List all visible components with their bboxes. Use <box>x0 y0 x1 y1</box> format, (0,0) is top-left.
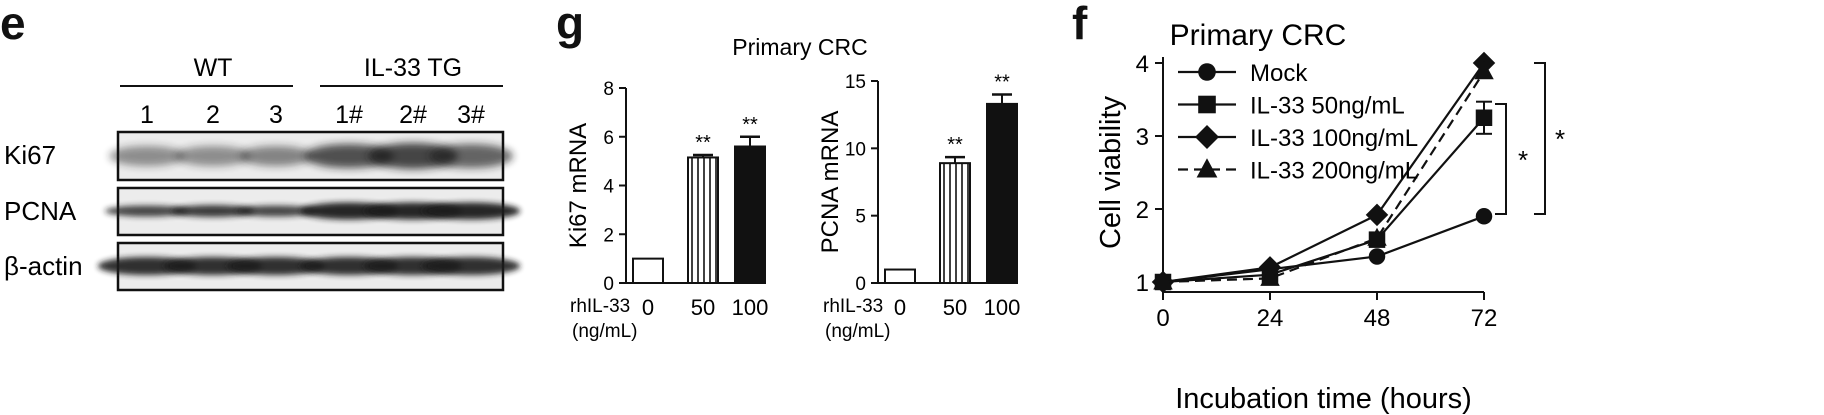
data-point <box>1367 227 1387 246</box>
significance-mark: * <box>1555 124 1565 154</box>
series-line <box>1162 215 1485 284</box>
band-ki67 <box>429 144 513 168</box>
y-tick-label: 8 <box>603 79 614 100</box>
x-tick-label: 24 <box>1257 305 1284 332</box>
unit-label-left: (ng/mL) <box>572 321 637 342</box>
panel-letter-e: e <box>0 0 26 49</box>
x-tick-label: 0 <box>894 295 906 320</box>
y-tick-label: 2 <box>603 225 614 246</box>
bar <box>734 145 766 284</box>
lane-label: 3# <box>457 101 485 129</box>
y-tick-label: 3 <box>1136 124 1149 151</box>
y-tick-label: 5 <box>855 207 866 228</box>
x-tick-label: 50 <box>943 295 967 320</box>
lane-label: 2# <box>399 101 427 129</box>
data-point <box>1196 158 1218 178</box>
band-ki67 <box>239 146 313 166</box>
x-tick-label: 50 <box>691 295 715 320</box>
data-point <box>1368 248 1386 265</box>
x-tick-label: 0 <box>642 295 654 320</box>
lane-label: 1 <box>140 101 154 129</box>
group-label-tg: IL-33 TG <box>364 54 462 82</box>
panel-g-title: Primary CRC <box>732 34 867 60</box>
significance-mark: ** <box>994 71 1010 93</box>
y-tick-label: 2 <box>1136 197 1149 224</box>
significance-mark: ** <box>742 114 758 136</box>
x-axis-label: Incubation time (hours) <box>1175 383 1472 415</box>
row-label: PCNA <box>4 196 77 226</box>
data-point <box>1365 203 1389 227</box>
data-point <box>1198 63 1216 81</box>
row-label: β-actin <box>4 251 83 281</box>
significance-bracket <box>1534 62 1546 215</box>
x-tick-label: 72 <box>1471 305 1498 332</box>
x-tick-label: 100 <box>732 295 769 320</box>
y-axis-label: Ki67 mRNA <box>565 123 592 248</box>
y-tick-label: 0 <box>855 274 866 295</box>
bar <box>884 268 916 284</box>
data-point <box>1474 61 1494 80</box>
data-point <box>1260 267 1280 286</box>
x-tick-label: 48 <box>1364 305 1391 332</box>
panel-f-line-chart: Primary CRC 1 2 3 4 0 24 48 72 Incubation time (h… <box>1095 19 1565 415</box>
treatment-label-right: rhIL-33 <box>823 296 883 317</box>
bar <box>687 156 719 284</box>
row-label: Ki67 <box>4 140 56 170</box>
treatment-label-left: rhIL-33 <box>570 296 630 317</box>
data-point <box>1198 95 1216 114</box>
band-pcna <box>421 202 521 220</box>
group-label-wt: WT <box>194 54 233 82</box>
significance-mark: ** <box>947 134 963 156</box>
data-point <box>1258 256 1282 279</box>
x-tick-label: 100 <box>984 295 1021 320</box>
y-axis-label: Cell viability <box>1095 95 1127 249</box>
unit-label-right: (ng/mL) <box>825 321 890 342</box>
band-actin <box>226 257 326 275</box>
y-tick-label: 15 <box>845 72 866 93</box>
legend-entry: IL-33 50ng/mL <box>1250 93 1405 120</box>
legend-entry: IL-33 200ng/mL <box>1250 158 1418 185</box>
panel-letter-f: f <box>1072 0 1088 49</box>
y-tick-label: 1 <box>1136 270 1149 297</box>
series-line <box>1162 62 1485 284</box>
significance-mark: ** <box>695 132 711 154</box>
band-pcna <box>171 205 255 217</box>
y-tick-label: 4 <box>603 177 614 198</box>
y-axis-label: PCNA mRNA <box>817 111 844 254</box>
y-tick-label: 6 <box>603 128 614 149</box>
band-ki67 <box>175 146 251 166</box>
lane-label: 3 <box>269 101 283 129</box>
band-pcna <box>235 205 317 217</box>
x-tick-label: 0 <box>1156 305 1169 332</box>
panel-letter-g: g <box>556 0 585 49</box>
data-point <box>1153 271 1173 290</box>
y-tick-label: 4 <box>1136 51 1149 78</box>
series-line <box>1162 71 1485 284</box>
data-point <box>1475 208 1493 225</box>
panel-e-western-blot: WT IL-33 TG 1 2 3 1# 2# 3# Ki67 PCNA β-actin <box>4 54 521 292</box>
lane-label: 2 <box>206 101 220 129</box>
bar <box>986 102 1018 285</box>
legend-entry: IL-33 100ng/mL <box>1250 125 1418 152</box>
bar <box>632 257 664 284</box>
significance-mark: * <box>1518 145 1528 175</box>
significance-bracket <box>1495 103 1507 215</box>
band-ki67 <box>304 144 394 168</box>
bar <box>939 162 971 284</box>
y-tick-label: 10 <box>845 139 866 160</box>
chart-title: Primary CRC <box>1170 19 1347 52</box>
legend-entry: Mock <box>1250 60 1308 87</box>
band-pcna <box>105 205 189 217</box>
band-actin <box>421 257 521 275</box>
lane-label: 1# <box>335 101 363 129</box>
y-tick-label: 0 <box>603 274 614 295</box>
data-point <box>1195 125 1219 149</box>
band-ki67 <box>368 143 458 169</box>
band-ki67 <box>109 146 185 166</box>
